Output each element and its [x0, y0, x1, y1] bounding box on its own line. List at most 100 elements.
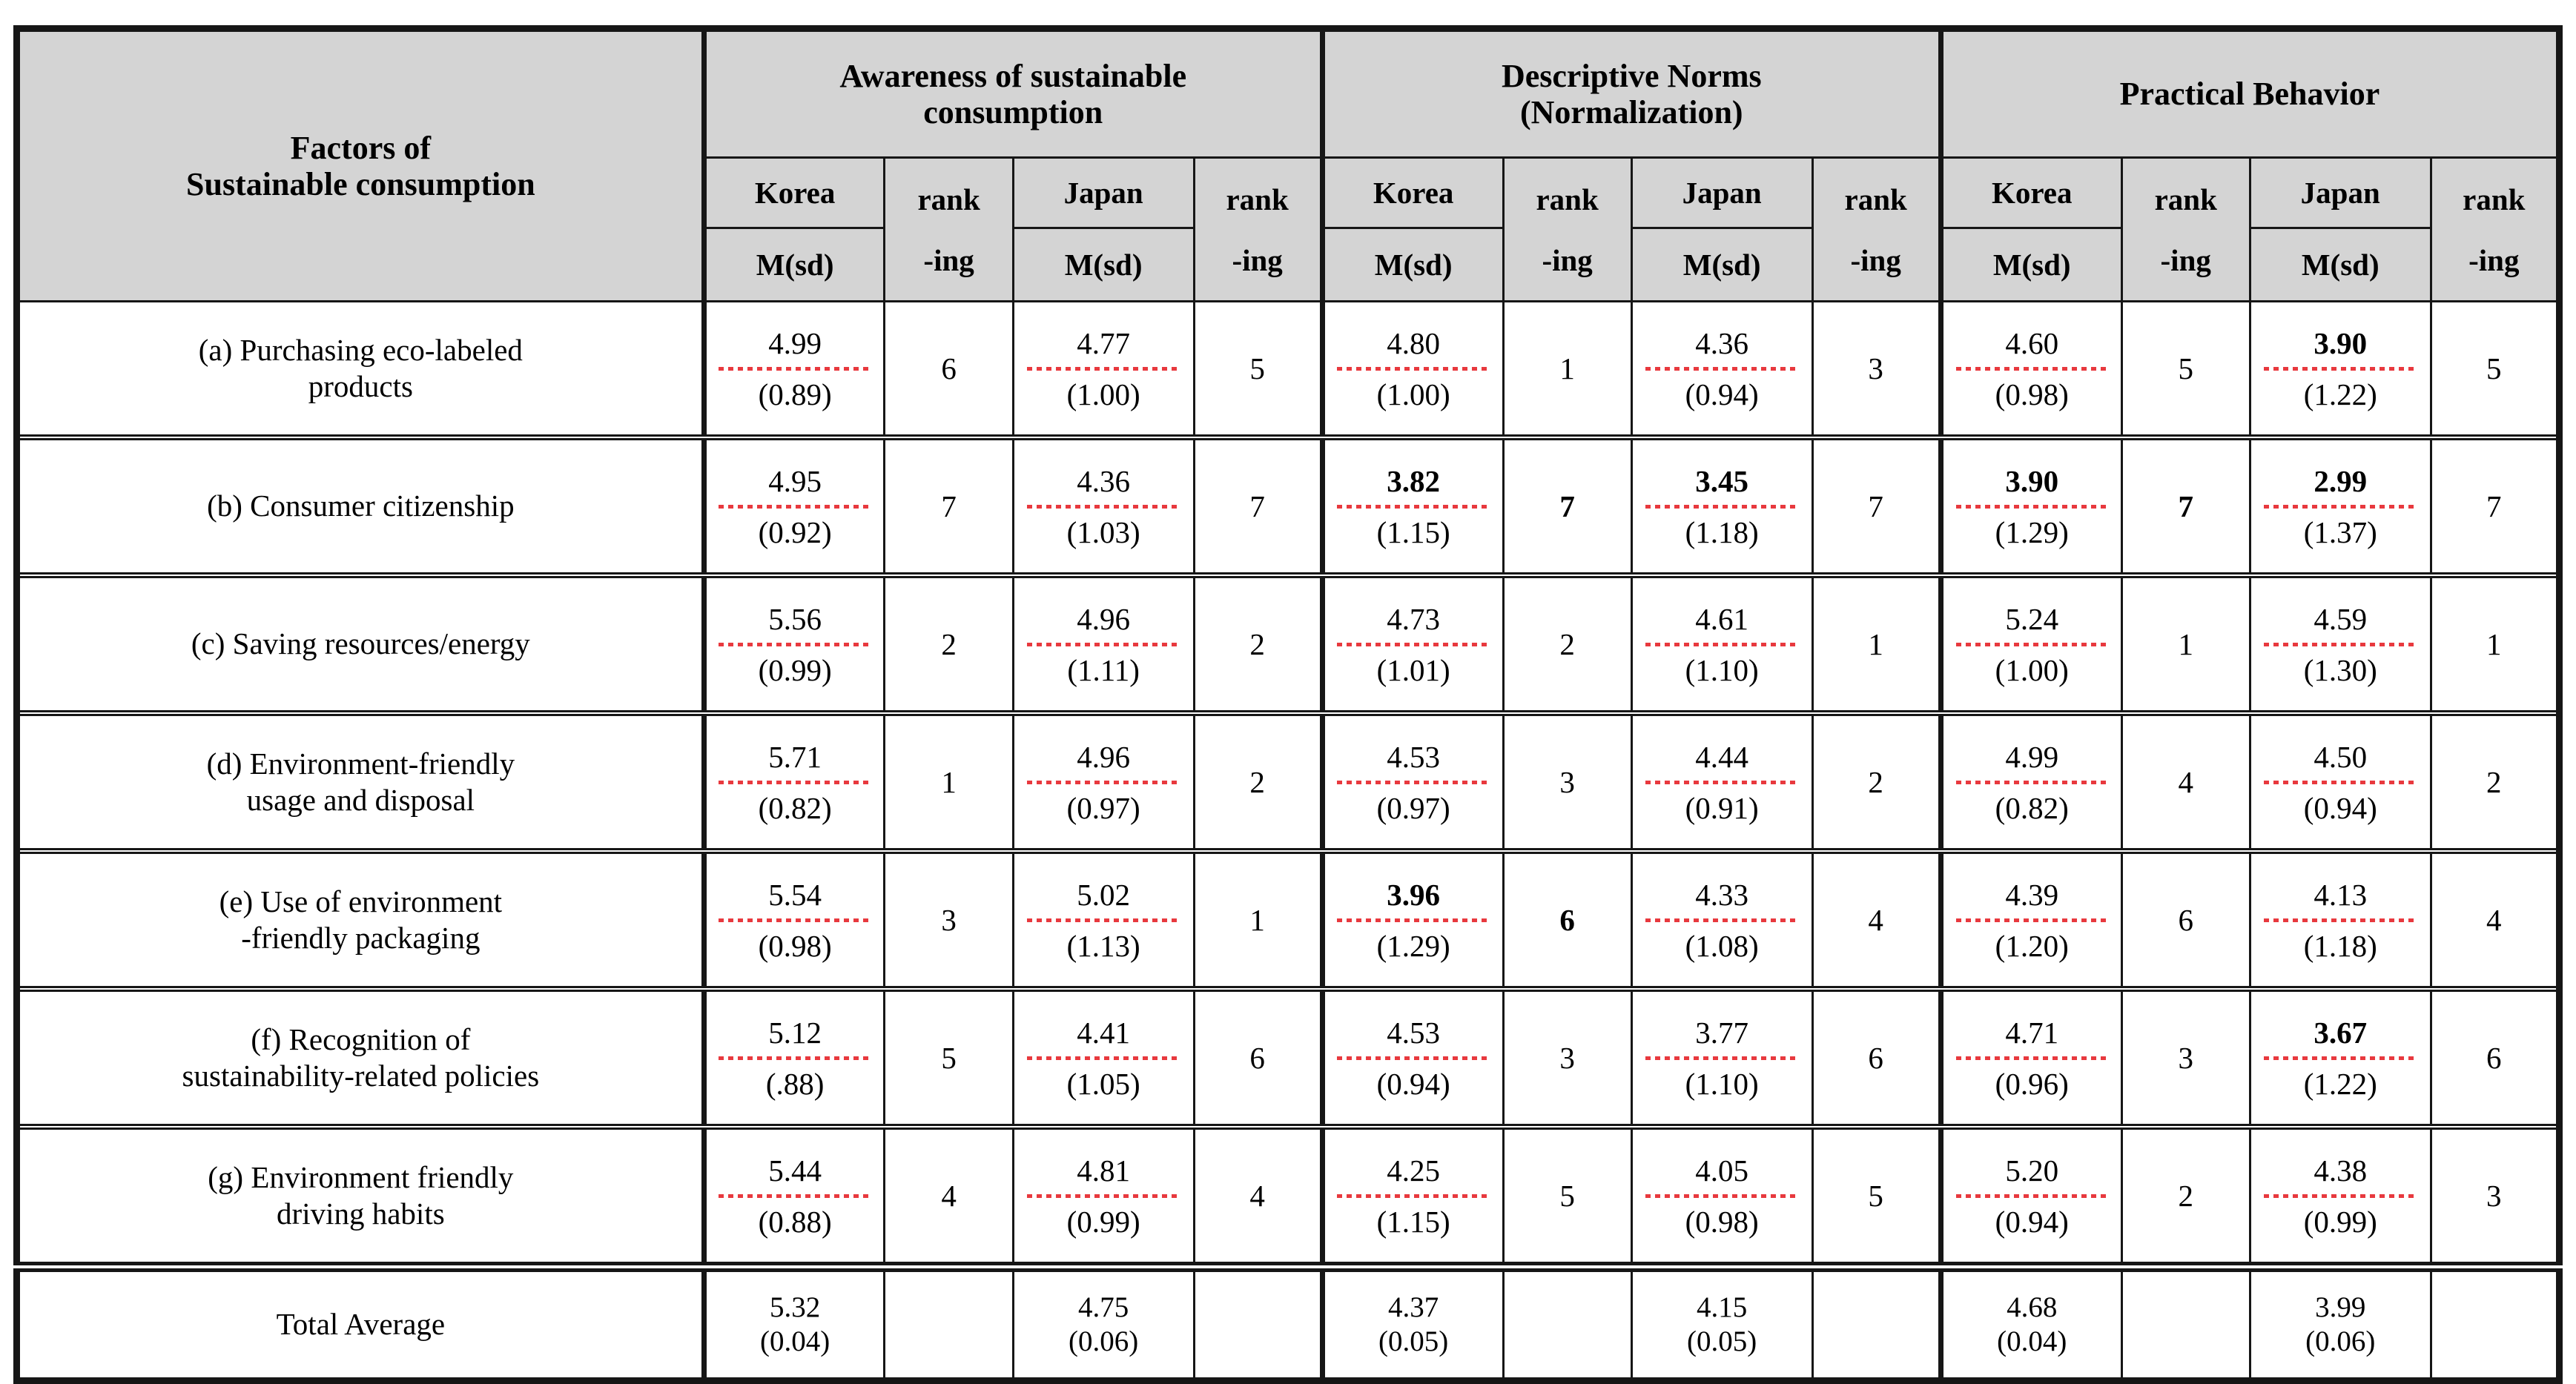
group-header-line2: (Normalization) — [1519, 94, 1743, 130]
rank-cell: 4 — [883, 1124, 1014, 1268]
mean-sd-cell: 5.71 (0.82) — [702, 710, 886, 852]
factor-header-cell: Factors of Sustainable consumption — [16, 27, 707, 302]
msd-header: M(sd) — [702, 227, 886, 302]
mean-sd-cell: 5.32 (0.04) — [702, 1262, 886, 1382]
mean-sd-cell: 4.81 (0.99) — [1011, 1124, 1195, 1268]
mean-sd-cell: 4.50 (0.94) — [2248, 710, 2432, 852]
group-header-practical-behavior: Practical Behavior — [1939, 27, 2561, 159]
red-dotted-divider — [1955, 918, 2108, 922]
factor-label-line: (f) Recognition of — [251, 1022, 471, 1056]
red-dotted-divider — [1645, 780, 1799, 784]
group-header-line1: Descriptive Norms — [1501, 57, 1762, 94]
red-dotted-divider — [1026, 642, 1180, 646]
sd-value: (1.22) — [2303, 1066, 2377, 1101]
mean-sd-cell: 4.39 (1.20) — [1939, 848, 2123, 990]
table-header: Factors of Sustainable consumption Aware… — [16, 27, 2561, 302]
mean-sd-cell: 4.99 (0.89) — [702, 300, 886, 439]
sd-value: (1.13) — [1066, 928, 1140, 963]
sd-value: (.88) — [765, 1066, 825, 1101]
sd-value: (0.96) — [1995, 1066, 2069, 1101]
red-dotted-divider — [1955, 366, 2108, 371]
mean-sd-cell: 4.53 (0.97) — [1321, 710, 1505, 852]
mean-value: 4.80 — [1387, 325, 1440, 360]
table-row: (b) Consumer citizenship 4.95 (0.92) 7 4.36 (… — [16, 434, 2561, 577]
mean-value: 3.67 — [2314, 1015, 2368, 1050]
rank-cell: 1 — [1192, 848, 1325, 990]
red-dotted-divider — [719, 504, 871, 509]
rank-cell: 6 — [1502, 848, 1633, 990]
red-dotted-divider — [1337, 642, 1490, 646]
rank-cell: 3 — [1811, 300, 1943, 439]
rank-cell: 4 — [2429, 848, 2561, 990]
red-dotted-divider — [1645, 366, 1799, 371]
mean-sd-cell: 5.56 (0.99) — [702, 572, 886, 715]
sd-value: (0.06) — [2305, 1325, 2376, 1357]
mean-sd-cell: 3.90 (1.22) — [2248, 300, 2432, 439]
rank-cell: 4 — [2120, 710, 2251, 852]
rank-header-line1: rank — [1226, 182, 1289, 216]
rank-cell: 2 — [2429, 710, 2561, 852]
rank-header: rank -ing — [2120, 156, 2251, 302]
rank-header-line1: rank — [2463, 182, 2526, 216]
rank-cell: 3 — [2429, 1124, 2561, 1268]
mean-sd-cell: 2.99 (1.37) — [2248, 434, 2432, 577]
rank-cell: 3 — [883, 848, 1014, 990]
sd-value: (1.18) — [1685, 514, 1759, 549]
red-dotted-divider — [1955, 1056, 2108, 1060]
mean-sd-cell: 4.41 (1.05) — [1011, 986, 1195, 1128]
factor-label-line: (g) Environment friendly — [208, 1159, 514, 1194]
mean-sd-cell: 4.53 (0.94) — [1321, 986, 1505, 1128]
mean-value: 5.24 — [2005, 601, 2059, 636]
rank-cell: 4 — [1192, 1124, 1325, 1268]
red-dotted-divider — [1026, 1056, 1180, 1060]
rank-cell: 5 — [883, 986, 1014, 1128]
red-dotted-divider — [1955, 642, 2108, 646]
rank-cell: 2 — [2120, 1124, 2251, 1268]
rank-header-line2: -ing — [2468, 242, 2520, 277]
rank-cell: 3 — [2120, 986, 2251, 1128]
mean-value: 4.39 — [2005, 877, 2059, 912]
mean-value: 3.96 — [1387, 877, 1440, 912]
red-dotted-divider — [1337, 1193, 1490, 1198]
mean-value: 3.82 — [1387, 463, 1440, 498]
rank-cell: 3 — [1502, 710, 1633, 852]
mean-value: 4.96 — [1077, 739, 1130, 774]
sd-value: (1.15) — [1376, 1204, 1450, 1239]
rank-cell: 1 — [2120, 572, 2251, 715]
mean-value: 5.44 — [768, 1153, 822, 1188]
mean-sd-cell: 4.36 (1.03) — [1011, 434, 1195, 577]
sd-value: (1.18) — [2303, 928, 2377, 963]
mean-value: 4.38 — [2314, 1153, 2368, 1188]
rank-cell — [1811, 1262, 1943, 1382]
mean-sd-cell: 4.44 (0.91) — [1630, 710, 1814, 852]
red-dotted-divider — [1026, 504, 1180, 509]
rank-cell — [2429, 1262, 2561, 1382]
rank-cell: 4 — [1811, 848, 1943, 990]
sd-value: (0.04) — [1997, 1325, 2067, 1357]
mean-value: 4.99 — [768, 325, 822, 360]
table-row: (a) Purchasing eco-labeled products 4.99 (0… — [16, 300, 2561, 439]
rank-cell: 5 — [1502, 1124, 1633, 1268]
sustainable-consumption-table: Factors of Sustainable consumption Aware… — [13, 25, 2563, 1384]
sd-value: (1.10) — [1685, 652, 1759, 687]
rank-cell: 5 — [1192, 300, 1325, 439]
factor-label-line: products — [308, 369, 413, 403]
red-dotted-divider — [1645, 1056, 1799, 1060]
factor-header-line1: Factors of — [290, 129, 432, 166]
red-dotted-divider — [1645, 918, 1799, 922]
sd-value: (1.05) — [1066, 1066, 1140, 1101]
mean-value: 5.71 — [768, 739, 822, 774]
factor-cell: (d) Environment-friendly usage and dispos… — [16, 710, 707, 852]
mean-sd-cell: 5.20 (0.94) — [1939, 1124, 2123, 1268]
rank-cell: 7 — [1811, 434, 1943, 577]
mean-sd-cell: 4.37 (0.05) — [1321, 1262, 1505, 1382]
group-header-line1: Practical Behavior — [2119, 76, 2380, 113]
rank-cell: 7 — [2429, 434, 2561, 577]
red-dotted-divider — [2263, 504, 2417, 509]
rank-header-line1: rank — [1844, 182, 1907, 216]
red-dotted-divider — [719, 780, 871, 784]
mean-value: 3.77 — [1695, 1015, 1749, 1050]
sd-value: (0.94) — [1376, 1066, 1450, 1101]
red-dotted-divider — [2263, 918, 2417, 922]
mean-value: 4.13 — [2314, 877, 2368, 912]
